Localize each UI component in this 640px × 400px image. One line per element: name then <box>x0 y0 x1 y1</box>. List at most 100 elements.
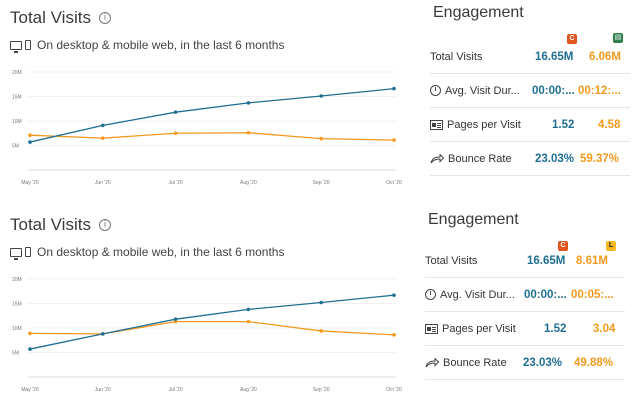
info-icon[interactable]: i <box>98 219 111 231</box>
data-point[interactable] <box>28 140 32 144</box>
value-site-2: 8.61M <box>576 254 608 267</box>
data-point[interactable] <box>392 333 396 337</box>
total-visits-title: Total Visits i <box>10 8 111 28</box>
mobile-icon <box>25 40 31 50</box>
traffic-panel-2: Total Visits i On desktop & mobile web, … <box>0 207 640 400</box>
info-icon[interactable]: i <box>98 12 111 24</box>
site-icons: C L <box>425 239 625 251</box>
row-bounce-rate: Bounce Rate 23.03% 59.37% <box>430 142 630 176</box>
x-tick-label: Oct '20 <box>386 387 402 393</box>
data-point[interactable] <box>101 136 105 140</box>
series-line <box>29 132 395 141</box>
data-point[interactable] <box>28 331 32 336</box>
metric-label: Bounce Rate <box>443 356 507 369</box>
value-site-2: 00:05:... <box>571 288 614 301</box>
y-tick-label: 15M <box>12 302 22 308</box>
y-tick-label: 10M <box>12 119 22 125</box>
chart-subtitle: On desktop & mobile web, in the last 6 m… <box>10 38 285 53</box>
total-visits-chart: 5M 10M 15M 20M May '20 Jun '20 Jul '20 Aug '20 S… <box>12 277 402 393</box>
series-line <box>29 294 395 350</box>
data-point[interactable] <box>173 110 178 114</box>
value-site-1: 16.65M <box>527 254 566 267</box>
data-point[interactable] <box>392 293 396 297</box>
x-tick-label: Aug '20 <box>240 180 257 186</box>
data-point[interactable] <box>319 300 324 305</box>
data-point[interactable] <box>246 307 251 312</box>
subtitle-text: On desktop & mobile web, in the last 6 m… <box>37 38 285 52</box>
value-site-2: 00:12:... <box>578 84 621 97</box>
value-site-2: 6.06M <box>589 50 621 63</box>
total-visits-title: Total Visits i <box>10 215 111 235</box>
x-tick-label: Jul '20 <box>168 387 183 393</box>
x-tick-label: Sep '20 <box>313 180 330 186</box>
engagement-title: Engagement <box>433 4 524 21</box>
bounce-arrow-icon <box>425 357 439 367</box>
data-point[interactable] <box>246 130 251 135</box>
site-icons: C ▤ <box>430 32 630 44</box>
data-point[interactable] <box>392 138 396 142</box>
clock-icon <box>425 289 436 300</box>
total-visits-title-text: Total Visits <box>10 215 91 234</box>
clock-icon <box>430 85 441 96</box>
y-tick-label: 20M <box>12 70 22 76</box>
engagement-title: Engagement <box>428 211 519 228</box>
x-tick-label: Sep '20 <box>313 387 330 393</box>
metric-label: Total Visits <box>425 254 478 267</box>
total-visits-title-text: Total Visits <box>10 8 91 27</box>
y-tick-label: 20M <box>12 277 22 283</box>
traffic-panel-1: Total Visits i On desktop & mobile web, … <box>10 4 630 186</box>
x-tick-label: May '20 <box>21 180 39 186</box>
row-avg-visit-duration: Avg. Visit Dur... 00:00:... 00:12:... <box>430 74 630 108</box>
pages-icon <box>430 119 443 130</box>
c-logo-icon: C <box>558 241 568 251</box>
bounce-arrow-icon <box>430 153 444 163</box>
data-point[interactable] <box>173 317 178 321</box>
value-site-1: 00:00:... <box>532 84 575 97</box>
data-point[interactable] <box>246 319 251 324</box>
value-site-2: 49.88% <box>574 356 614 369</box>
value-site-2: 59.37% <box>580 152 620 165</box>
device-icons <box>10 247 31 260</box>
x-tick-label: Oct '20 <box>386 180 402 186</box>
pages-icon <box>425 323 438 334</box>
data-point[interactable] <box>28 347 32 351</box>
y-tick-label: 5M <box>12 144 19 150</box>
value-site-1: 1.52 <box>544 322 567 335</box>
series-line <box>29 88 395 143</box>
metric-label: Avg. Visit Dur... <box>445 84 520 97</box>
data-point[interactable] <box>101 123 105 128</box>
desktop-icon <box>10 247 22 260</box>
data-point[interactable] <box>101 332 105 336</box>
data-point[interactable] <box>173 131 178 136</box>
row-total-visits: Total Visits 16.65M 8.61M <box>425 244 625 278</box>
metric-label: Pages per Visit <box>442 322 516 335</box>
desktop-icon <box>10 40 22 53</box>
series-line <box>29 320 395 336</box>
metric-label: Pages per Visit <box>447 118 521 131</box>
data-point[interactable] <box>246 101 251 105</box>
data-point[interactable] <box>319 94 324 98</box>
y-tick-label: 5M <box>12 351 19 357</box>
yellow-site-icon: L <box>606 241 616 251</box>
c-logo-icon: C <box>567 34 577 44</box>
x-tick-label: Jul '20 <box>168 180 183 186</box>
value-site-2: 4.58 <box>598 118 621 131</box>
row-pages-per-visit: Pages per Visit 1.52 3.04 <box>425 312 625 346</box>
x-tick-label: May '20 <box>21 387 39 393</box>
x-tick-label: Jun '20 <box>95 387 111 393</box>
data-point[interactable] <box>319 136 324 141</box>
data-point[interactable] <box>392 86 396 91</box>
y-tick-label: 10M <box>12 326 22 332</box>
value-site-2: 3.04 <box>593 322 616 335</box>
y-tick-label: 15M <box>12 95 22 101</box>
data-point[interactable] <box>319 329 324 333</box>
metric-label: Avg. Visit Dur... <box>440 288 515 301</box>
metric-label: Bounce Rate <box>448 152 512 165</box>
row-pages-per-visit: Pages per Visit 1.52 4.58 <box>430 108 630 142</box>
data-point[interactable] <box>28 133 32 138</box>
x-tick-label: Aug '20 <box>240 387 257 393</box>
chart-subtitle: On desktop & mobile web, in the last 6 m… <box>10 245 284 260</box>
value-site-1: 23.03% <box>523 356 563 369</box>
value-site-1: 23.03% <box>535 152 575 165</box>
value-site-1: 1.52 <box>552 118 575 131</box>
